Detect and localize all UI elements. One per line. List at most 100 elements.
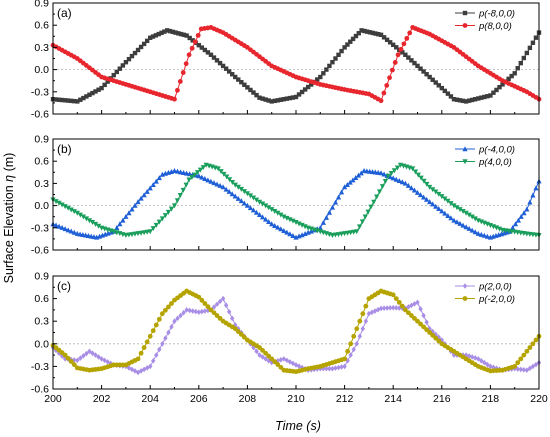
data-point <box>184 33 189 38</box>
data-point <box>454 97 460 102</box>
data-point <box>378 305 384 312</box>
data-point <box>197 167 204 173</box>
data-point <box>205 50 211 55</box>
data-point <box>68 207 74 213</box>
data-point <box>427 74 432 80</box>
data-point <box>354 326 360 332</box>
data-point <box>196 173 202 179</box>
data-point <box>436 338 442 344</box>
data-point <box>75 99 80 104</box>
data-point <box>177 193 183 199</box>
data-point <box>296 221 302 227</box>
data-point <box>56 350 62 357</box>
data-point <box>345 42 350 47</box>
y-axis-title-unit: (m) <box>2 153 16 175</box>
x-tick-label: 202 <box>93 393 111 405</box>
data-point <box>254 92 259 98</box>
data-point <box>272 222 278 228</box>
data-point <box>348 341 354 347</box>
data-point <box>180 187 186 193</box>
data-point <box>466 98 472 103</box>
data-point <box>78 355 83 361</box>
data-point <box>389 67 395 73</box>
data-point <box>515 217 521 223</box>
data-point <box>530 341 536 347</box>
data-point <box>391 42 396 48</box>
x-tick-label: 218 <box>482 393 500 405</box>
data-point <box>401 41 407 47</box>
data-point <box>393 176 399 182</box>
data-point <box>395 52 401 58</box>
data-point <box>187 35 192 41</box>
data-point <box>530 40 536 45</box>
data-point <box>527 345 533 350</box>
data-point <box>120 63 126 68</box>
data-point <box>336 364 341 371</box>
data-point <box>211 180 217 186</box>
data-point <box>269 99 274 104</box>
data-point <box>482 359 487 366</box>
data-point <box>99 85 104 91</box>
data-point <box>393 296 399 301</box>
data-point <box>259 201 266 207</box>
data-point <box>81 353 86 359</box>
data-point <box>65 205 71 211</box>
legend-marker <box>462 10 468 16</box>
data-point <box>241 334 247 340</box>
data-point <box>174 198 181 204</box>
legend-marker <box>462 159 468 165</box>
data-point <box>141 230 147 236</box>
data-point <box>350 36 356 42</box>
data-point <box>473 355 478 361</box>
data-point <box>150 226 156 232</box>
data-point <box>269 356 275 362</box>
data-point <box>381 171 387 177</box>
data-point <box>451 203 457 209</box>
data-point <box>168 206 175 212</box>
data-point <box>399 303 405 309</box>
data-point <box>433 80 438 85</box>
data-point <box>427 199 433 205</box>
data-point <box>439 208 445 214</box>
data-point <box>479 357 484 364</box>
panel-2: -0.6 -0.3 0.0 0.3 0.6 0.9 (b) p(-4,0,0) p(4,0,0) <box>31 134 542 257</box>
data-point <box>281 97 287 102</box>
data-point <box>62 352 68 358</box>
data-point <box>445 91 451 96</box>
data-point <box>218 169 224 175</box>
data-point <box>220 184 226 190</box>
data-point <box>56 223 62 229</box>
data-point <box>62 98 68 103</box>
x-axis-title: Time (s) <box>275 419 321 433</box>
data-point <box>253 197 260 203</box>
data-point <box>211 310 217 316</box>
data-point <box>153 33 159 38</box>
data-point <box>512 364 518 369</box>
legend-marker <box>462 23 468 28</box>
data-point <box>147 185 153 191</box>
data-point <box>129 232 135 238</box>
data-point <box>396 178 402 184</box>
data-point <box>266 218 272 224</box>
data-point <box>296 92 302 97</box>
data-point <box>442 210 448 216</box>
data-point <box>111 72 116 78</box>
data-point <box>326 209 333 215</box>
data-point <box>284 229 290 235</box>
data-point <box>521 55 527 61</box>
data-point <box>65 227 71 233</box>
data-point <box>350 177 356 183</box>
y-tick-label: 0.0 <box>34 64 49 76</box>
data-point <box>275 362 281 367</box>
data-point <box>427 330 433 335</box>
data-point <box>151 357 156 364</box>
data-point <box>512 221 519 227</box>
data-point <box>56 200 62 206</box>
data-point <box>381 305 387 312</box>
data-point <box>193 308 198 315</box>
data-point <box>90 90 95 96</box>
data-point <box>93 352 98 358</box>
data-point <box>418 66 423 71</box>
data-point <box>348 39 353 44</box>
data-point <box>362 214 368 220</box>
